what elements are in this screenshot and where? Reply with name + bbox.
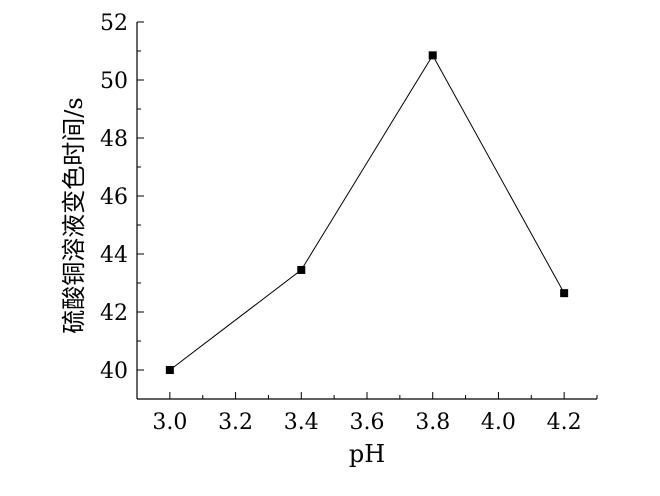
x-tick-label: 3.8 [415, 410, 450, 435]
y-tick-label: 46 [100, 185, 128, 210]
x-axis-title: pH [349, 440, 385, 468]
series-line [169, 54, 565, 371]
y-axis-title: 硫酸铜溶液变色时间/s [60, 97, 88, 333]
data-points [165, 51, 569, 374]
x-tick-label: 4.2 [547, 410, 582, 435]
data-point [428, 51, 437, 60]
y-tick-label: 48 [100, 127, 128, 152]
x-tick-label: 3.6 [350, 410, 385, 435]
x-tick-label: 3.2 [218, 410, 253, 435]
y-tick-label: 52 [100, 11, 128, 36]
y-tick-label: 50 [100, 69, 128, 94]
data-point [297, 265, 306, 274]
x-tick-label: 3.4 [284, 410, 319, 435]
y-axis-ticks: 40 42 44 46 48 50 52 [100, 11, 144, 400]
x-tick-label: 4.0 [481, 410, 516, 435]
data-point [560, 289, 569, 298]
y-tick-label: 42 [100, 301, 128, 326]
y-tick-label: 44 [100, 243, 128, 268]
data-point [165, 366, 174, 374]
y-tick-label: 40 [100, 359, 128, 384]
x-tick-label: 3.0 [152, 410, 187, 435]
x-axis-ticks: 3.0 3.2 3.4 3.6 3.8 4.0 4.2 [136, 392, 598, 435]
